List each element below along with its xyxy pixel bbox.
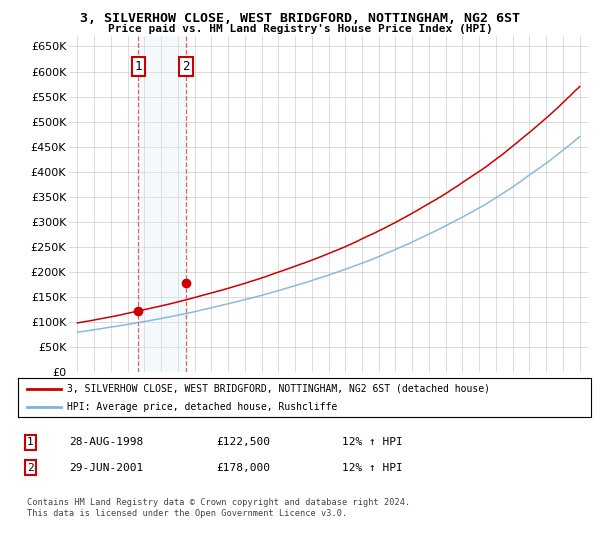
Text: 12% ↑ HPI: 12% ↑ HPI — [342, 463, 403, 473]
Text: £122,500: £122,500 — [216, 437, 270, 447]
Text: £178,000: £178,000 — [216, 463, 270, 473]
Text: 2: 2 — [27, 463, 34, 473]
Text: 1: 1 — [135, 60, 142, 73]
Text: 29-JUN-2001: 29-JUN-2001 — [69, 463, 143, 473]
Text: Price paid vs. HM Land Registry's House Price Index (HPI): Price paid vs. HM Land Registry's House … — [107, 24, 493, 34]
Text: 2: 2 — [182, 60, 190, 73]
Text: HPI: Average price, detached house, Rushcliffe: HPI: Average price, detached house, Rush… — [67, 403, 337, 412]
Text: Contains HM Land Registry data © Crown copyright and database right 2024.
This d: Contains HM Land Registry data © Crown c… — [27, 498, 410, 518]
Text: 3, SILVERHOW CLOSE, WEST BRIDGFORD, NOTTINGHAM, NG2 6ST: 3, SILVERHOW CLOSE, WEST BRIDGFORD, NOTT… — [80, 12, 520, 25]
Text: 28-AUG-1998: 28-AUG-1998 — [69, 437, 143, 447]
Text: 3, SILVERHOW CLOSE, WEST BRIDGFORD, NOTTINGHAM, NG2 6ST (detached house): 3, SILVERHOW CLOSE, WEST BRIDGFORD, NOTT… — [67, 384, 490, 394]
Text: 1: 1 — [27, 437, 34, 447]
Bar — [139, 36, 186, 372]
Text: 12% ↑ HPI: 12% ↑ HPI — [342, 437, 403, 447]
